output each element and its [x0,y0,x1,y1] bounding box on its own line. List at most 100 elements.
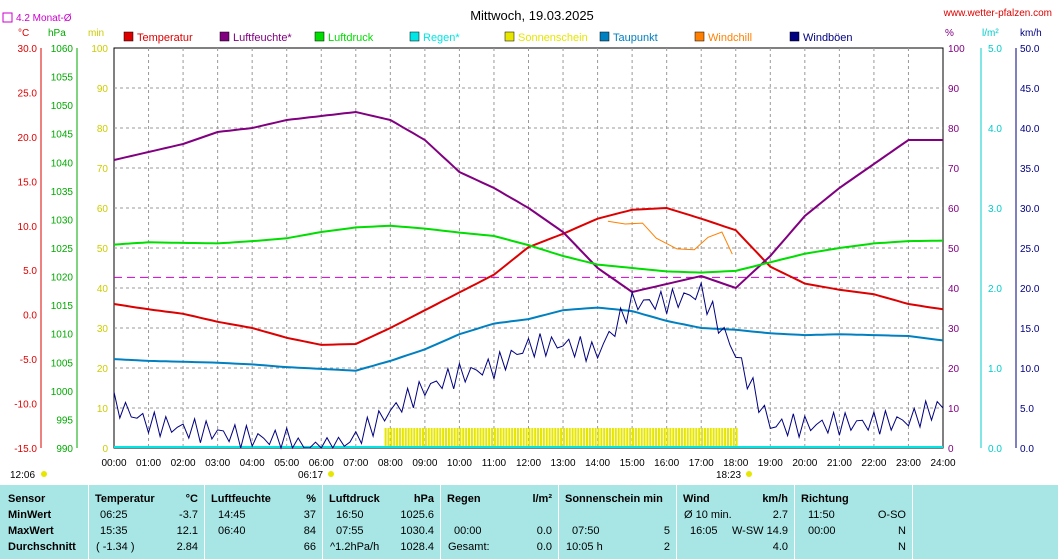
temp-tick-label: 0.0 [23,311,37,322]
sunshine-bar [479,428,482,448]
sunshine-bar [398,428,401,448]
sunshine-bar [729,428,732,448]
sunshine-bar [721,428,724,448]
press-avg-value: 1028.4 [400,541,434,553]
row-label-avg: Durchschnitt [8,541,76,553]
col-wind: Wind km/h Ø 10 min. 2.7 16:05 W-SW 14.9 … [676,485,795,559]
sunshine-bar [493,428,496,448]
dir-max-time: 00:00 [808,525,836,537]
sunshine-bar [735,428,738,448]
x-tick-label: 15:00 [620,458,645,469]
hum-max-value: 84 [303,525,316,537]
row-label-min: MinWert [8,509,52,521]
hum-min-time: 14:45 [218,509,246,521]
x-tick-label: 07:00 [343,458,368,469]
temp-max-time: 15:35 [100,525,128,537]
sunshine-bar [488,428,491,448]
sunshine-bar [462,428,465,448]
sunshine-bar [514,428,517,448]
temp-tick-label: 20.0 [18,133,38,144]
sunshine-bar [534,428,537,448]
pressure-tick-label: 1025 [51,244,74,255]
sunshine-bar [468,428,471,448]
col-temperature: Temperatur °C 06:25 -3.7 15:35 12.1 ( -1… [88,485,205,559]
sunset-time: 18:23 [716,470,741,481]
sunshine-bar [588,428,591,448]
sunshine-bar [683,428,686,448]
header-pressure-unit: hPa [413,493,434,505]
sunshine-bar [620,428,623,448]
weather-chart: 30.0 25.0 20.0 15.0 10.0 5.0 0.0 -5.0 -10.0 -15.0… [2,8,1052,481]
sunshine-tick-label: 100 [91,44,108,55]
sunset-icon [746,471,752,477]
x-tick-label: 21:00 [827,458,852,469]
wind-avg-value: 4.0 [772,541,788,553]
x-tick-label: 04:00 [240,458,265,469]
wind-min-label: Ø 10 min. [684,509,732,521]
pressure-tick-label: 1055 [51,73,74,84]
sunshine-bar [732,428,735,448]
avg-label: 4.2 Monat-Ø [16,13,72,24]
wind-tick-label: 25.0 [1020,244,1040,255]
legend-swatch [314,31,325,42]
sunshine-bar [459,428,462,448]
pressure-tick-label: 1040 [51,158,74,169]
unit-sun: min [88,28,104,39]
sunshine-bar [623,428,626,448]
series-windben [113,281,944,450]
sunshine-bar [675,428,678,448]
press-max-value: 1030.4 [400,525,434,537]
rain-tick-label: 2.0 [988,284,1002,295]
sunshine-bar [606,428,609,448]
sunshine-tick-label: 90 [97,84,109,95]
sunshine-bar [591,428,594,448]
temp-tick-label: 10.0 [18,222,38,233]
sunshine-tick-label: 0 [102,444,108,455]
statistics-table: Sensor MinWert MaxWert Durchschnitt Temp… [0,485,1058,559]
sunshine-bar [698,428,701,448]
wind-tick-label: 40.0 [1020,124,1040,135]
pressure-tick-label: 990 [56,444,73,455]
sunrise-time: 06:17 [298,470,323,481]
pressure-tick-label: 1035 [51,187,74,198]
site-link[interactable]: www.wetter-pfalzen.com [943,8,1052,19]
header-wind-unit: km/h [762,493,788,505]
moon-icon [41,471,47,477]
rain-max-value: 0.0 [536,525,552,537]
legend-swatch [123,31,134,42]
sunshine-bar [557,428,560,448]
sunshine-bar [393,428,396,448]
sun-max-time: 07:50 [572,525,600,537]
x-tick-label: 02:00 [171,458,196,469]
sunshine-bar [614,428,617,448]
sunshine-bar [724,428,727,448]
sunshine-bar [600,428,603,448]
sunshine-bar [672,428,675,448]
humidity-tick-label: 60 [948,204,960,215]
sunshine-bar [384,428,387,448]
sunshine-bar [542,428,545,448]
header-temperature-unit: °C [185,493,198,505]
hum-min-value: 37 [303,509,316,521]
sunshine-bar [421,428,424,448]
legend-label: Luftdruck [328,32,374,44]
temp-tick-label: 30.0 [18,44,38,55]
sunshine-bar [640,428,643,448]
legend-label: Sonnenschein [518,32,588,44]
legend-label: Windböen [803,32,853,44]
temp-max-value: 12.1 [176,525,198,537]
sunshine-bar [407,428,410,448]
sunshine-bar [660,428,663,448]
pressure-tick-label: 1050 [51,101,74,112]
legend-swatch [219,31,230,42]
sunshine-bar [657,428,660,448]
legend-swatch [599,31,610,42]
wind-tick-label: 5.0 [1020,404,1034,415]
sunshine-tick-label: 80 [97,124,109,135]
sun-duration: 10:05 h [566,541,603,553]
unit-wind: km/h [1020,28,1042,39]
x-tick-label: 13:00 [551,458,576,469]
sunshine-bar [482,428,485,448]
sunshine-bar [565,428,568,448]
humidity-tick-label: 20 [948,364,960,375]
